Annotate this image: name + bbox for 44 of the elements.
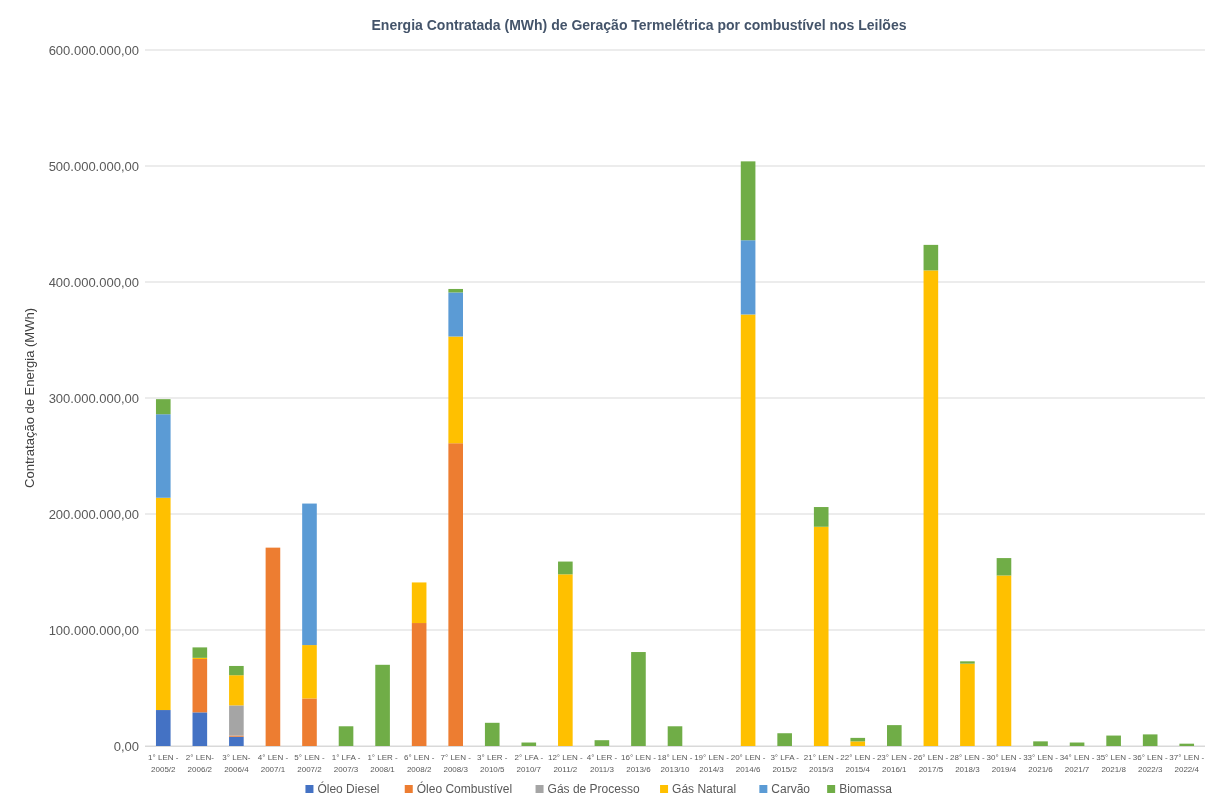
x-tick-label: 35° LEN - 2021/8	[1096, 753, 1132, 774]
y-tick-label: 100.000.000,00	[48, 622, 139, 638]
x-tick-label: 21° LEN - 2015/3	[803, 753, 839, 774]
x-tick-label: 5° LEN - 2007/2	[294, 753, 325, 774]
x-tick-label: 23° LEN - 2016/1	[876, 753, 913, 774]
x-tick-label: 2° LFA - 2010/7	[514, 753, 544, 774]
legend-label: Carvão	[771, 782, 811, 796]
x-tick-label: 2° LEN-2006/2	[185, 753, 215, 774]
x-tick-label: 30° LEN - 2019/4	[986, 753, 1022, 774]
x-tick-label: 6° LEN - 2008/2	[403, 753, 435, 774]
y-tick-label: 0,00	[113, 738, 139, 754]
y-tick-label: 600.000.000,00	[48, 42, 139, 58]
x-tick-label: 4° LEN - 2007/1	[257, 753, 289, 774]
x-tick-label: 22° LEN - 2015/4	[840, 753, 876, 774]
x-tick-label: 33° LEN - 2021/6	[1023, 753, 1059, 774]
x-tick-label: 18° LEN - 2013/10	[657, 753, 693, 774]
legend-label: Biomassa	[839, 782, 893, 796]
chart-title: Energia Contratada (MWh) de Geração Termelétrica por combustível nos Leilões	[371, 17, 907, 33]
x-tick-label: 28° LEN - 2018/3	[950, 753, 986, 774]
x-tick-label: 19° LEN - 2014/3	[694, 753, 730, 774]
legend-label: Gás Natural	[672, 782, 737, 796]
x-tick-label: 3° LFA - 2015/2	[770, 753, 800, 774]
legend-label: Óleo Combustível	[416, 781, 513, 796]
x-tick-label: 3° LER - 2010/5	[477, 753, 508, 774]
x-tick-label: 20° LEN - 2014/6	[730, 753, 766, 774]
y-tick-label: 500.000.000,00	[48, 158, 139, 174]
x-tick-label: 3° LEN-2006/4	[222, 753, 251, 774]
x-tick-label: 37° LEN - 2022/4	[1169, 753, 1205, 774]
x-tick-label: 7° LEN - 2008/3	[440, 753, 472, 774]
legend-label: Gás de Processo	[547, 782, 640, 796]
x-tick-label: 1° LFA - 2007/3	[331, 753, 361, 774]
x-tick-label: 1° LEN - 2005/2	[148, 753, 179, 774]
x-tick-label: 12° LEN - 2011/2	[547, 753, 584, 774]
x-tick-label: 36° LEN - 2022/3	[1132, 753, 1168, 774]
x-tick-label: 26° LEN - 2017/5	[913, 753, 949, 774]
x-tick-label: 34° LEN - 2021/7	[1059, 753, 1095, 774]
y-tick-label: 400.000.000,00	[48, 274, 139, 290]
y-tick-label: 300.000.000,00	[48, 390, 139, 406]
x-tick-label: 1° LER - 2008/1	[367, 753, 399, 774]
legend-label: Óleo Diesel	[317, 781, 380, 796]
y-tick-label: 200.000.000,00	[48, 506, 139, 522]
x-tick-label: 16° LEN - 2013/6	[621, 753, 657, 774]
y-axis-title: Contratação de Energia (MWh)	[22, 308, 37, 488]
x-tick-label: 4° LER - 2011/3	[586, 753, 618, 774]
